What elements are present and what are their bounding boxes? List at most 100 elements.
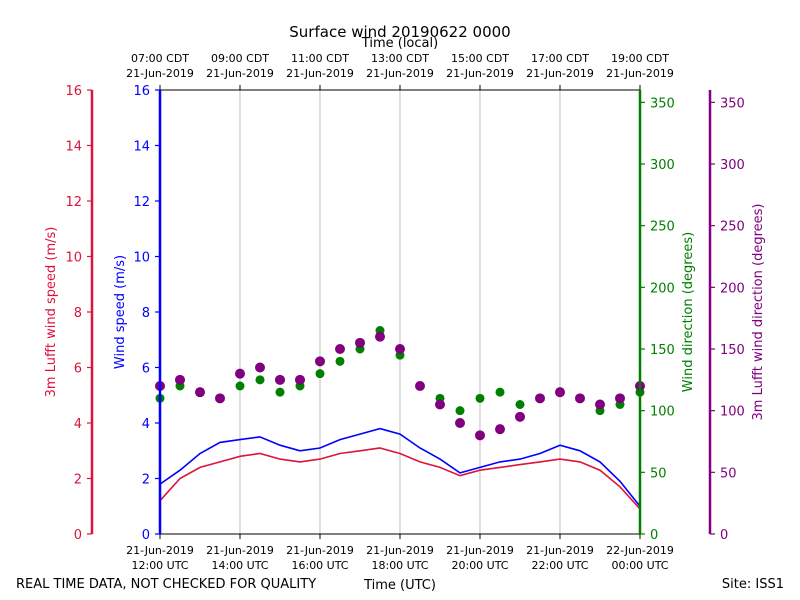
wind_direction-tick-label-7: 350 [650, 96, 675, 111]
axes-layer: 21-Jun-2019 12:00 UTC 21-Jun-2019 14:00 UTC… [65, 52, 744, 572]
wind_speed-tick-label-8: 16 [133, 84, 150, 99]
lufft_speed-tick-label-8: 16 [65, 84, 82, 99]
series-3-point-3 [215, 393, 225, 404]
series-3-point-16 [475, 430, 485, 441]
series-3-point-21 [575, 393, 585, 404]
bottom-tick-date-2: 21-Jun-2019 [286, 544, 354, 557]
lufft_direction-tick-label-7: 350 [720, 96, 745, 111]
wind_speed-tick-label-1: 2 [142, 473, 150, 488]
series-2-point-9 [335, 356, 345, 366]
series-3-point-4 [235, 368, 245, 379]
wind_speed-tick-label-0: 0 [142, 528, 150, 543]
top-tick-time-0: 07:00 CDT [131, 52, 189, 65]
wind_direction-tick-label-2: 100 [650, 405, 675, 420]
lufft_speed-tick-label-0: 0 [74, 528, 82, 543]
bottom-tick-time-3: 18:00 UTC [371, 559, 428, 572]
bottom-tick-time-0: 12:00 UTC [131, 559, 188, 572]
series-3-point-13 [415, 381, 425, 391]
series-3-point-22 [595, 399, 605, 410]
wind_direction-tick-label-4: 200 [650, 281, 675, 296]
top-tick-time-1: 09:00 CDT [211, 52, 269, 65]
top-tick-time-3: 13:00 CDT [371, 52, 429, 65]
lufft_direction-tick-label-5: 250 [720, 220, 745, 235]
series-2-point-6 [275, 387, 285, 397]
lufft-speed-axis-label: 3m Lufft wind speed (m/s) [44, 227, 59, 398]
wind_speed-tick-label-5: 10 [133, 251, 150, 266]
bottom-tick-date-6: 22-Jun-2019 [606, 544, 674, 557]
wind_direction-tick-label-6: 300 [650, 158, 675, 173]
lufft_direction-tick-label-0: 0 [720, 528, 728, 543]
bottom-tick-date-5: 21-Jun-2019 [526, 544, 594, 557]
series-2-point-15 [455, 406, 465, 416]
bottom-tick-time-1: 14:00 UTC [211, 559, 268, 572]
series-3-point-7 [295, 374, 305, 385]
series-2-point-4 [235, 381, 245, 391]
bottom-tick-time-2: 16:00 UTC [291, 559, 348, 572]
bottom-tick-date-0: 21-Jun-2019 [126, 544, 194, 557]
top-tick-date-0: 21-Jun-2019 [126, 67, 194, 80]
wind_direction-tick-label-0: 0 [650, 528, 658, 543]
lufft_speed-tick-label-1: 2 [74, 473, 82, 488]
series-line-0 [159, 427, 641, 507]
series-3-point-5 [255, 362, 265, 373]
series-3-point-12 [395, 344, 405, 354]
top-tick-time-2: 11:00 CDT [291, 52, 349, 65]
x-axis-label: Time (UTC) [363, 578, 436, 593]
top-tick-time-6: 19:00 CDT [611, 52, 669, 65]
wind-direction-axis-label: Wind direction (degrees) [681, 232, 696, 392]
lufft_speed-tick-label-5: 10 [65, 251, 82, 266]
top-tick-time-4: 15:00 CDT [451, 52, 509, 65]
grid-lines [239, 90, 561, 534]
lufft_speed-tick-label-7: 14 [65, 140, 82, 155]
wind_direction-tick-label-5: 250 [650, 220, 675, 235]
series-3-point-10 [355, 337, 365, 348]
wind_direction-tick-label-3: 150 [650, 343, 675, 358]
lufft_direction-tick-label-4: 200 [720, 281, 745, 296]
footer-site-label: Site: ISS1 [722, 577, 784, 592]
lufft-direction-axis-label: 3m Lufft wind direction (degrees) [751, 204, 766, 421]
series-3-point-18 [515, 411, 525, 422]
series-3-point-1 [175, 374, 185, 385]
lufft_direction-tick-label-1: 50 [720, 466, 737, 481]
lufft_direction-tick-label-6: 300 [720, 158, 745, 173]
lufft_direction-tick-label-2: 100 [720, 405, 745, 420]
top-tick-time-5: 17:00 CDT [531, 52, 589, 65]
series-3-point-17 [495, 424, 505, 435]
bottom-tick-date-1: 21-Jun-2019 [206, 544, 274, 557]
wind_speed-tick-label-2: 4 [142, 417, 150, 432]
lufft_speed-tick-label-3: 6 [74, 362, 82, 377]
series-2-point-17 [495, 387, 505, 397]
wind_speed-tick-label-6: 12 [133, 195, 150, 210]
series-line-1 [159, 447, 641, 510]
lufft_speed-tick-label-6: 12 [65, 195, 82, 210]
series-3-point-9 [335, 344, 345, 354]
bottom-tick-date-3: 21-Jun-2019 [366, 544, 434, 557]
wind_direction-tick-label-1: 50 [650, 466, 667, 481]
wind-speed-axis-label: Wind speed (m/s) [113, 255, 128, 369]
top-tick-date-6: 21-Jun-2019 [606, 67, 674, 80]
series-2-point-18 [515, 400, 525, 409]
bottom-tick-time-5: 22:00 UTC [531, 559, 588, 572]
series-3-point-23 [615, 393, 625, 404]
top-tick-date-5: 21-Jun-2019 [526, 67, 594, 80]
top-tick-date-3: 21-Jun-2019 [366, 67, 434, 80]
lufft_speed-tick-label-4: 8 [74, 306, 82, 321]
series-2-point-8 [315, 369, 325, 379]
wind_speed-tick-label-3: 6 [142, 362, 150, 377]
wind_speed-tick-label-7: 14 [133, 140, 150, 155]
bottom-tick-time-4: 20:00 UTC [451, 559, 508, 572]
series-3-point-20 [555, 387, 565, 398]
top-tick-date-1: 21-Jun-2019 [206, 67, 274, 80]
series-2-point-5 [255, 375, 265, 385]
series-3-point-14 [435, 399, 445, 410]
bottom-tick-date-4: 21-Jun-2019 [446, 544, 514, 557]
series-3-point-6 [275, 374, 285, 385]
lufft_speed-tick-label-2: 4 [74, 417, 82, 432]
series-3-point-2 [195, 387, 205, 398]
top-tick-date-2: 21-Jun-2019 [286, 67, 354, 80]
top-axis-label: Time (local) [361, 36, 438, 51]
footer-quality-note: REAL TIME DATA, NOT CHECKED FOR QUALITY [16, 577, 316, 592]
series-3-point-15 [455, 418, 465, 428]
series-layer [155, 326, 645, 510]
